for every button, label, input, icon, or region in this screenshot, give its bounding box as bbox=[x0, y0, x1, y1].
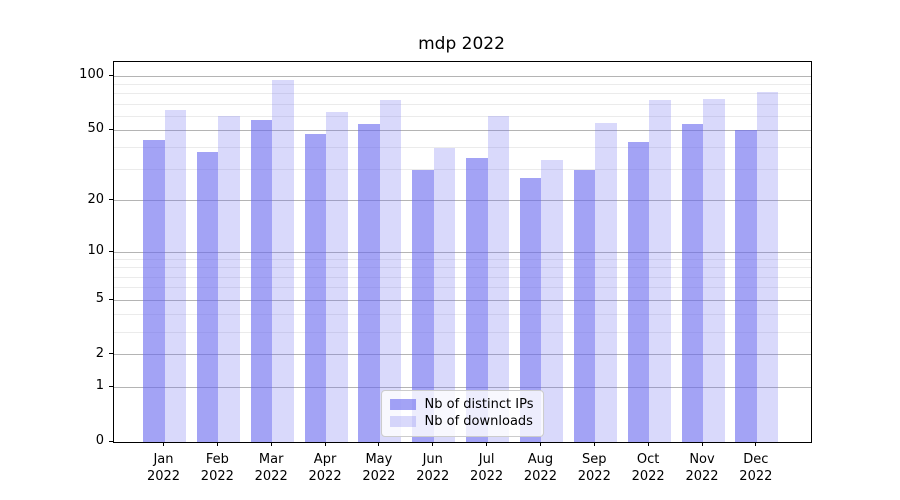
x-tick-label-apr: Apr 2022 bbox=[308, 452, 342, 484]
x-tick-mark-mar bbox=[270, 442, 272, 446]
x-tick-mark-feb bbox=[216, 442, 218, 446]
x-tick-label-feb: Feb 2022 bbox=[200, 452, 234, 484]
x-tick-label-sep: Sep 2022 bbox=[577, 452, 611, 484]
legend-entry-downloads: Nb of downloads bbox=[389, 413, 534, 430]
gridline-major-50 bbox=[114, 129, 811, 131]
y-tick-label-100: 100 bbox=[79, 67, 104, 83]
gridline-minor-9 bbox=[114, 259, 811, 261]
bar-downloads-feb bbox=[218, 116, 240, 442]
x-tick-label-oct: Oct 2022 bbox=[631, 452, 665, 484]
gridline-minor-90 bbox=[114, 84, 811, 86]
gridline-minor-8 bbox=[114, 267, 811, 269]
x-tick-label-jan: Jan 2022 bbox=[146, 452, 181, 484]
y-tick-label-10: 10 bbox=[87, 243, 104, 258]
bar-downloads-oct bbox=[649, 99, 671, 442]
bar-ips-oct bbox=[627, 142, 650, 442]
x-tick-label-nov: Nov 2022 bbox=[685, 452, 719, 484]
bar-ips-mar bbox=[250, 120, 273, 442]
y-tick-mark-1 bbox=[109, 385, 113, 387]
y-tick-label-20: 20 bbox=[87, 191, 104, 207]
legend-swatch-downloads bbox=[389, 416, 416, 427]
gridline-major-100 bbox=[114, 75, 811, 77]
gridline-minor-6 bbox=[114, 287, 811, 289]
x-tick-mark-oct bbox=[647, 442, 649, 446]
gridline-minor-3 bbox=[114, 331, 811, 333]
bar-downloads-mar bbox=[272, 79, 294, 442]
y-tick-mark-2 bbox=[109, 353, 113, 355]
x-tick-label-jul: Jul 2022 bbox=[470, 452, 504, 484]
bar-downloads-apr bbox=[326, 112, 348, 442]
y-tick-mark-10 bbox=[109, 250, 113, 252]
bar-downloads-sep bbox=[595, 123, 617, 442]
legend-label-downloads: Nb of downloads bbox=[424, 414, 533, 429]
x-tick-label-aug: Aug 2022 bbox=[523, 452, 557, 484]
y-tick-mark-20 bbox=[109, 199, 113, 201]
bar-ips-jan bbox=[143, 140, 165, 442]
x-tick-label-jun: Jun 2022 bbox=[416, 452, 450, 484]
y-tick-mark-100 bbox=[109, 74, 113, 76]
gridline-major-5 bbox=[114, 299, 811, 301]
x-tick-mark-jun bbox=[432, 442, 434, 446]
bar-ips-sep bbox=[573, 169, 596, 442]
y-tick-label-2: 2 bbox=[95, 345, 104, 361]
x-tick-mark-dec bbox=[755, 442, 757, 446]
gridline-minor-40 bbox=[114, 147, 811, 149]
bar-downloads-may bbox=[379, 99, 402, 442]
bar-downloads-jun bbox=[433, 147, 456, 442]
legend: Nb of distinct IPs Nb of downloads bbox=[380, 390, 545, 437]
x-tick-mark-jan bbox=[163, 442, 164, 446]
gridline-minor-4 bbox=[114, 313, 811, 315]
y-tick-label-1: 1 bbox=[95, 378, 104, 394]
y-tick-mark-5 bbox=[109, 298, 113, 300]
gridline-minor-70 bbox=[114, 103, 811, 105]
gridline-major-20 bbox=[114, 200, 811, 202]
y-tick-mark-50 bbox=[109, 128, 113, 130]
gridline-major-2 bbox=[114, 354, 811, 356]
x-tick-label-dec: Dec 2022 bbox=[739, 452, 773, 484]
plot-area: Nb of distinct IPs Nb of downloads bbox=[113, 61, 812, 443]
y-tick-label-50: 50 bbox=[87, 121, 104, 137]
gridline-minor-7 bbox=[114, 276, 811, 278]
bar-ips-may bbox=[358, 124, 380, 442]
bar-ips-aug bbox=[519, 177, 542, 442]
bar-downloads-nov bbox=[703, 98, 725, 442]
bar-ips-dec bbox=[735, 130, 757, 442]
y-tick-label-5: 5 bbox=[95, 291, 104, 307]
x-tick-mark-aug bbox=[539, 442, 541, 446]
gridline-minor-60 bbox=[114, 115, 811, 117]
bar-downloads-dec bbox=[756, 91, 779, 442]
gridline-major-1 bbox=[114, 386, 811, 388]
y-tick-mark-0 bbox=[109, 440, 113, 442]
gridline-minor-80 bbox=[114, 93, 811, 95]
x-tick-label-mar: Mar 2022 bbox=[254, 452, 288, 484]
bar-ips-jul bbox=[466, 158, 488, 442]
x-tick-mark-apr bbox=[324, 442, 326, 446]
legend-entry-distinct-ips: Nb of distinct IPs bbox=[389, 396, 534, 413]
gridline-minor-30 bbox=[114, 169, 811, 171]
x-tick-mark-may bbox=[378, 442, 380, 446]
gridline-major-10 bbox=[114, 251, 811, 253]
bar-ips-apr bbox=[304, 133, 327, 442]
x-tick-mark-sep bbox=[593, 442, 595, 446]
legend-swatch-distinct-ips bbox=[389, 399, 416, 410]
bar-ips-jun bbox=[412, 169, 434, 442]
x-tick-mark-jul bbox=[486, 442, 488, 446]
bar-ips-nov bbox=[681, 124, 703, 442]
bar-downloads-aug bbox=[541, 160, 563, 442]
x-tick-label-may: May 2022 bbox=[362, 452, 396, 484]
bar-ips-feb bbox=[196, 151, 219, 442]
legend-label-distinct-ips: Nb of distinct IPs bbox=[424, 397, 534, 412]
bar-downloads-jan bbox=[164, 110, 186, 442]
x-tick-mark-nov bbox=[701, 442, 703, 446]
y-tick-label-0: 0 bbox=[95, 433, 104, 448]
bar-downloads-jul bbox=[487, 116, 510, 442]
chart-title: mdp 2022 bbox=[418, 34, 505, 54]
